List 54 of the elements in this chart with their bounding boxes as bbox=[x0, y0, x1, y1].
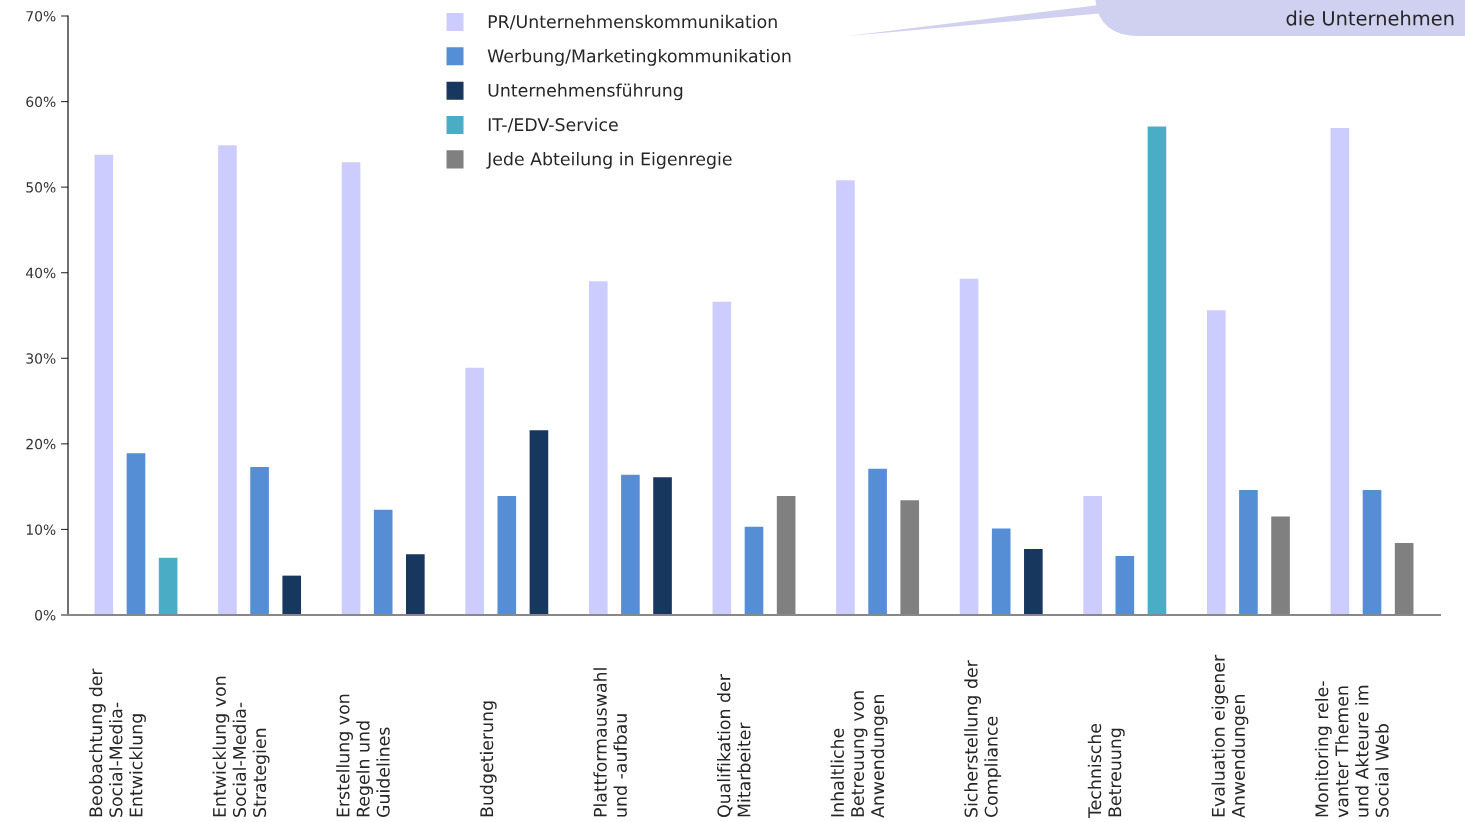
y-tick-label: 0% bbox=[35, 609, 56, 621]
bar bbox=[1115, 555, 1135, 615]
legend-label: Unternehmensführung bbox=[488, 83, 683, 101]
bar bbox=[959, 278, 979, 615]
bar bbox=[1206, 310, 1226, 615]
legend-label: Jede Abteilung in Eigenregie bbox=[486, 152, 732, 169]
y-tick-label: 70% bbox=[26, 10, 56, 22]
bar bbox=[1024, 549, 1043, 615]
y-tick-label: 30% bbox=[26, 353, 56, 364]
x-tick-label: Erstellung von Regeln und Guidelines bbox=[336, 694, 390, 818]
bar bbox=[1330, 128, 1350, 615]
y-tick-label: 10% bbox=[26, 524, 56, 535]
bar bbox=[712, 301, 732, 615]
x-tick-label: Budgetierung bbox=[479, 701, 497, 817]
x-tick-label: Technische Betreuung bbox=[1087, 723, 1125, 819]
bar bbox=[836, 180, 855, 615]
bar bbox=[126, 453, 146, 615]
bar bbox=[744, 526, 764, 615]
y-tick-label: 60% bbox=[26, 96, 56, 108]
bar bbox=[991, 528, 1011, 615]
legend-label: PR/Unternehmenskommunikation bbox=[488, 14, 777, 30]
annotation: die Unternehmen bbox=[1286, 10, 1454, 26]
bar bbox=[588, 281, 608, 615]
bar bbox=[1147, 126, 1167, 615]
y-tick-label: 40% bbox=[26, 267, 56, 279]
y-tick-label: 50% bbox=[26, 182, 56, 193]
bar bbox=[250, 466, 269, 615]
x-tick-label: Entwicklung von Social-Media- Strategien bbox=[212, 676, 270, 817]
bar bbox=[653, 477, 672, 615]
bar bbox=[1083, 496, 1102, 615]
y-tick-label: 20% bbox=[26, 438, 56, 450]
bar bbox=[406, 554, 425, 615]
bar bbox=[1239, 490, 1258, 615]
x-tick-label: Evaluation eigener Anwendungen bbox=[1211, 654, 1249, 818]
x-tick-label: Sicherstellung der Compliance bbox=[964, 660, 1002, 818]
bar bbox=[341, 162, 361, 615]
bar bbox=[868, 468, 887, 615]
bar bbox=[282, 575, 302, 615]
x-tick-label: Beobachtung der Social-Media- Entwicklung bbox=[88, 668, 146, 817]
x-tick-label: Monitoring rele- vanter Themen und Akteure im Social Web bbox=[1314, 681, 1389, 818]
legend-label: IT-/EDV-Service bbox=[488, 117, 618, 133]
bar bbox=[497, 496, 517, 615]
bar bbox=[529, 430, 549, 615]
bar bbox=[621, 474, 640, 615]
bar bbox=[1362, 490, 1382, 615]
bar bbox=[373, 509, 393, 615]
x-tick-label: Plattformauswahl und -aufbau bbox=[593, 668, 627, 817]
bar bbox=[94, 154, 114, 615]
x-tick-label: Qualifikation der Mitarbeiter bbox=[717, 674, 751, 818]
legend-label: Werbung/Marketingkommunikation bbox=[487, 49, 791, 66]
x-tick-label: Inhaltliche Betreuung von Anwendungen bbox=[830, 691, 888, 818]
bar bbox=[218, 145, 237, 615]
bar bbox=[465, 367, 484, 615]
bar bbox=[158, 557, 178, 615]
